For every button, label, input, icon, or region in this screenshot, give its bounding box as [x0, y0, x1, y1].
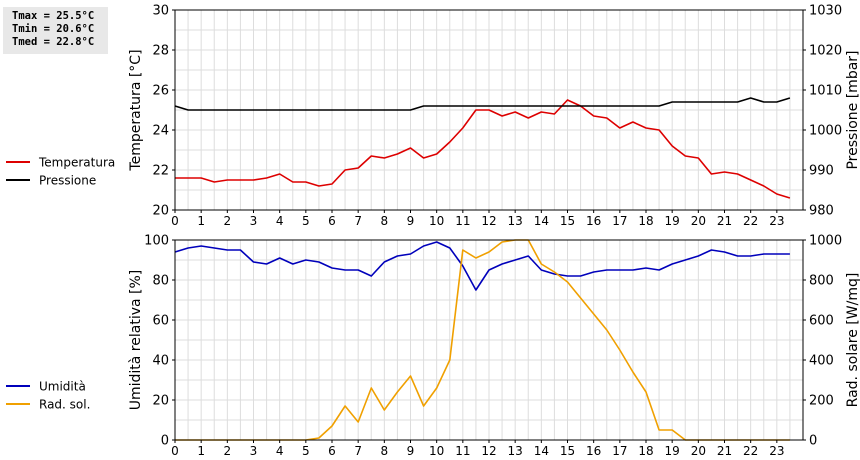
y-tick-label-right: 1030	[809, 4, 842, 19]
y-tick-label-left: 28	[152, 44, 169, 59]
x-tick-label: 8	[381, 444, 389, 458]
x-tick-label: 6	[328, 444, 336, 458]
series-line-pressione	[174, 97, 791, 111]
y-tick-label-left: 40	[152, 354, 169, 369]
y-tick-label-left: 22	[152, 164, 169, 179]
series-line-umidit	[174, 241, 790, 291]
y-tick-label-right: 990	[809, 164, 834, 179]
x-tick-label: 11	[455, 214, 470, 228]
y-tick-label-right: 1010	[809, 84, 842, 99]
x-tick-label: 8	[381, 214, 389, 228]
x-tick-label: 21	[717, 444, 732, 458]
x-tick-label: 17	[612, 214, 627, 228]
x-tick-label: 2	[224, 444, 232, 458]
x-tick-label: 7	[354, 444, 362, 458]
x-tick-label: 0	[171, 214, 179, 228]
y-axis-title-right: Pressione [mbar]	[845, 50, 860, 169]
x-tick-label: 14	[534, 444, 549, 458]
tmed-stat: Tmed = 22.8°C	[12, 36, 95, 48]
y-tick-label-right: 1020	[809, 44, 842, 59]
x-tick-label: 9	[407, 444, 415, 458]
x-tick-label: 6	[328, 214, 336, 228]
x-tick-label: 18	[638, 444, 653, 458]
x-tick-label: 4	[276, 214, 284, 228]
x-tick-label: 21	[717, 214, 732, 228]
y-axis-title-left: Temperatura [°C]	[128, 49, 144, 171]
y-tick-label-right: 200	[809, 394, 834, 409]
x-tick-label: 10	[429, 214, 444, 228]
x-tick-label: 3	[250, 444, 258, 458]
y-tick-label-right: 800	[809, 274, 834, 289]
legend-label: Temperatura	[38, 156, 115, 170]
tmax-stat: Tmax = 25.5°C	[12, 10, 95, 22]
y-axis-title-right: Rad. solare [W/mq]	[845, 273, 860, 408]
x-tick-label: 5	[302, 444, 310, 458]
x-tick-label: 10	[429, 444, 444, 458]
x-tick-label: 20	[691, 214, 706, 228]
y-tick-label-right: 600	[809, 314, 834, 329]
y-tick-label-left: 20	[152, 204, 169, 219]
y-tick-label-left: 20	[152, 394, 169, 409]
legend-label: Umidità	[39, 380, 86, 394]
x-tick-label: 23	[769, 214, 784, 228]
x-tick-label: 3	[250, 214, 258, 228]
x-tick-label: 22	[743, 444, 758, 458]
x-tick-label: 4	[276, 444, 284, 458]
y-tick-label-left: 30	[152, 4, 169, 19]
x-tick-label: 23	[769, 444, 784, 458]
x-tick-label: 11	[455, 444, 470, 458]
x-tick-label: 19	[665, 214, 680, 228]
x-tick-label: 13	[508, 214, 523, 228]
x-tick-label: 13	[508, 444, 523, 458]
x-tick-label: 15	[560, 214, 575, 228]
y-tick-label-left: 60	[152, 314, 169, 329]
series-line-temperatura	[175, 99, 791, 199]
x-tick-label: 0	[171, 444, 179, 458]
x-tick-label: 12	[481, 444, 496, 458]
x-tick-label: 18	[638, 214, 653, 228]
y-tick-label-left: 26	[152, 84, 169, 99]
y-tick-label-right: 1000	[809, 124, 842, 139]
x-tick-label: 20	[691, 444, 706, 458]
x-tick-label: 17	[612, 444, 627, 458]
x-tick-label: 22	[743, 214, 758, 228]
x-tick-label: 1	[197, 444, 205, 458]
y-tick-label-right: 980	[809, 204, 834, 219]
legend-label: Rad. sol.	[39, 398, 90, 412]
y-tick-label-left: 100	[144, 234, 169, 249]
tmin-stat: Tmin = 20.6°C	[12, 23, 95, 35]
x-tick-label: 12	[481, 214, 496, 228]
y-tick-label-left: 0	[161, 434, 169, 449]
y-tick-label-left: 24	[152, 124, 169, 139]
x-tick-label: 2	[224, 214, 232, 228]
legend-label: Pressione	[39, 174, 96, 188]
x-tick-label: 1	[197, 214, 205, 228]
x-tick-label: 5	[302, 214, 310, 228]
x-tick-label: 16	[586, 214, 601, 228]
x-tick-label: 9	[407, 214, 415, 228]
x-tick-label: 14	[534, 214, 549, 228]
x-tick-label: 7	[354, 214, 362, 228]
y-tick-label-right: 1000	[809, 234, 842, 249]
y-tick-label-right: 0	[809, 434, 817, 449]
stats-box: Tmax = 25.5°C Tmin = 20.6°C Tmed = 22.8°…	[3, 7, 108, 54]
y-tick-label-left: 80	[152, 274, 169, 289]
x-tick-label: 19	[665, 444, 680, 458]
x-tick-label: 15	[560, 444, 575, 458]
y-tick-label-right: 400	[809, 354, 834, 369]
y-axis-title-left: Umidità relativa [%]	[128, 270, 144, 411]
x-tick-label: 16	[586, 444, 601, 458]
